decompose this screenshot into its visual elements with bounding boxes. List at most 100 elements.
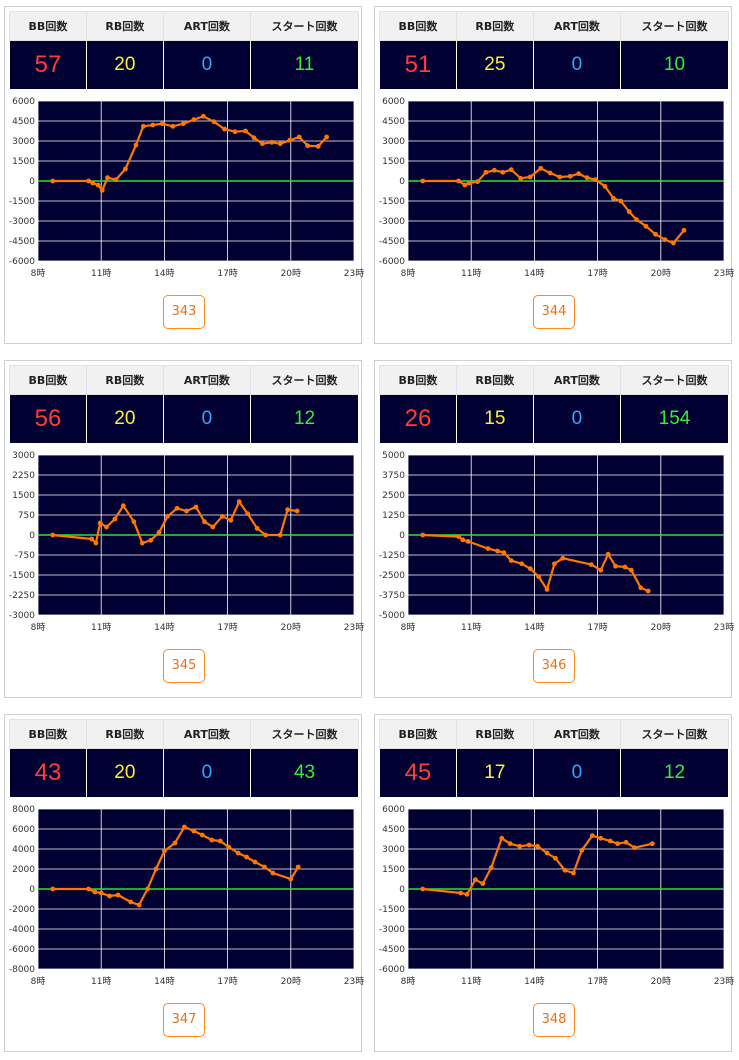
y-tick-label: 3000 bbox=[382, 845, 405, 855]
data-point bbox=[475, 179, 480, 185]
y-tick-label: 0 bbox=[29, 177, 35, 187]
x-tick-label: 8時 bbox=[31, 268, 46, 279]
data-point bbox=[576, 171, 582, 177]
data-point bbox=[643, 223, 649, 229]
y-tick-label: 3000 bbox=[382, 137, 405, 147]
machine-panel: BB回数 RB回数 ART回数 スタート回数 45 17 0 12 6000 4500 3000 15… bbox=[374, 714, 734, 1052]
machine-number-button[interactable]: 344 bbox=[533, 295, 575, 329]
data-point bbox=[456, 534, 461, 539]
data-point bbox=[615, 841, 621, 847]
y-tick-label: 0 bbox=[29, 885, 35, 895]
data-point bbox=[236, 499, 242, 505]
data-point bbox=[420, 886, 426, 892]
x-tick-label: 14時 bbox=[524, 622, 544, 633]
x-tick-label: 23時 bbox=[714, 268, 734, 279]
y-tick-label: 0 bbox=[399, 531, 405, 541]
data-point bbox=[588, 562, 594, 567]
data-point bbox=[128, 899, 134, 905]
data-point bbox=[251, 135, 257, 141]
data-point bbox=[294, 508, 300, 514]
data-point bbox=[519, 561, 525, 567]
data-point bbox=[507, 841, 513, 847]
data-point bbox=[508, 558, 514, 563]
data-point bbox=[638, 585, 644, 591]
bb-count: 26 bbox=[379, 394, 457, 443]
y-tick-label: 0 bbox=[29, 531, 35, 541]
start-header: スタート回数 bbox=[620, 365, 729, 395]
machine-number-button[interactable]: 347 bbox=[163, 1003, 205, 1037]
data-point bbox=[288, 876, 294, 882]
y-tick-label: 750 bbox=[18, 511, 35, 521]
rb-count: 15 bbox=[455, 394, 534, 443]
art-count: 0 bbox=[532, 394, 622, 443]
data-point bbox=[50, 532, 56, 538]
art-count: 0 bbox=[532, 748, 622, 797]
data-point bbox=[184, 508, 189, 514]
data-point bbox=[209, 837, 215, 843]
x-tick-label: 20時 bbox=[281, 268, 301, 279]
start-count: 154 bbox=[620, 394, 729, 443]
y-tick-label: 1500 bbox=[12, 157, 35, 167]
data-point bbox=[123, 166, 128, 172]
data-point bbox=[254, 525, 260, 531]
bb-header: BB回数 bbox=[9, 11, 87, 41]
machine-number-button[interactable]: 348 bbox=[533, 1003, 575, 1037]
y-tick-label: 8000 bbox=[12, 805, 35, 815]
x-tick-label: 14時 bbox=[154, 622, 174, 633]
x-tick-label: 14時 bbox=[154, 268, 174, 279]
data-point bbox=[159, 121, 165, 127]
y-tick-label: -2000 bbox=[9, 905, 35, 915]
data-point bbox=[262, 864, 267, 870]
data-point bbox=[681, 227, 687, 233]
data-point bbox=[602, 183, 608, 189]
art-header: ART回数 bbox=[532, 365, 622, 395]
y-tick-label: 6000 bbox=[12, 97, 35, 107]
rb-count: 20 bbox=[85, 748, 164, 797]
data-point bbox=[107, 893, 113, 899]
data-point bbox=[269, 139, 275, 145]
series-line bbox=[422, 167, 685, 245]
y-tick-label: -4000 bbox=[9, 925, 35, 935]
x-tick-label: 20時 bbox=[281, 622, 301, 633]
data-point bbox=[562, 867, 568, 873]
data-point bbox=[547, 170, 553, 176]
start-header: スタート回数 bbox=[250, 719, 359, 749]
machine-panel: BB回数 RB回数 ART回数 スタート回数 51 25 0 10 6000 4500 3000 15… bbox=[374, 6, 734, 344]
data-point bbox=[420, 532, 426, 538]
y-tick-label: 3750 bbox=[382, 471, 405, 481]
machine-number-button[interactable]: 346 bbox=[533, 649, 575, 683]
data-point bbox=[622, 564, 628, 570]
art-header: ART回数 bbox=[162, 365, 252, 395]
y-tick-label: -6000 bbox=[9, 945, 35, 955]
x-tick-label: 8時 bbox=[401, 976, 416, 987]
art-header: ART回数 bbox=[532, 11, 622, 41]
x-tick-label: 20時 bbox=[651, 622, 671, 633]
start-header: スタート回数 bbox=[620, 11, 729, 41]
data-point bbox=[473, 877, 478, 883]
data-point bbox=[579, 847, 585, 853]
machine-number-button[interactable]: 345 bbox=[163, 649, 205, 683]
x-tick-label: 8時 bbox=[31, 622, 46, 633]
data-point bbox=[140, 123, 146, 129]
data-point bbox=[120, 503, 126, 509]
data-point bbox=[182, 824, 187, 830]
data-point bbox=[232, 129, 238, 135]
y-tick-label: 1500 bbox=[382, 865, 405, 875]
data-point bbox=[634, 217, 639, 223]
rb-header: RB回数 bbox=[455, 719, 534, 749]
data-point bbox=[245, 511, 251, 517]
data-point bbox=[560, 555, 566, 561]
start-count: 12 bbox=[620, 748, 729, 797]
machine-number-button[interactable]: 343 bbox=[163, 295, 205, 329]
data-point bbox=[535, 843, 540, 849]
bb-header: BB回数 bbox=[379, 719, 457, 749]
data-point bbox=[538, 165, 544, 171]
start-header: スタート回数 bbox=[620, 719, 729, 749]
x-tick-label: 17時 bbox=[217, 622, 237, 633]
art-count: 0 bbox=[532, 40, 622, 89]
data-point bbox=[499, 835, 505, 841]
y-tick-label: 0 bbox=[399, 177, 405, 187]
y-tick-label: -3000 bbox=[379, 217, 405, 227]
data-point bbox=[544, 587, 550, 592]
y-tick-label: -2250 bbox=[9, 591, 35, 601]
